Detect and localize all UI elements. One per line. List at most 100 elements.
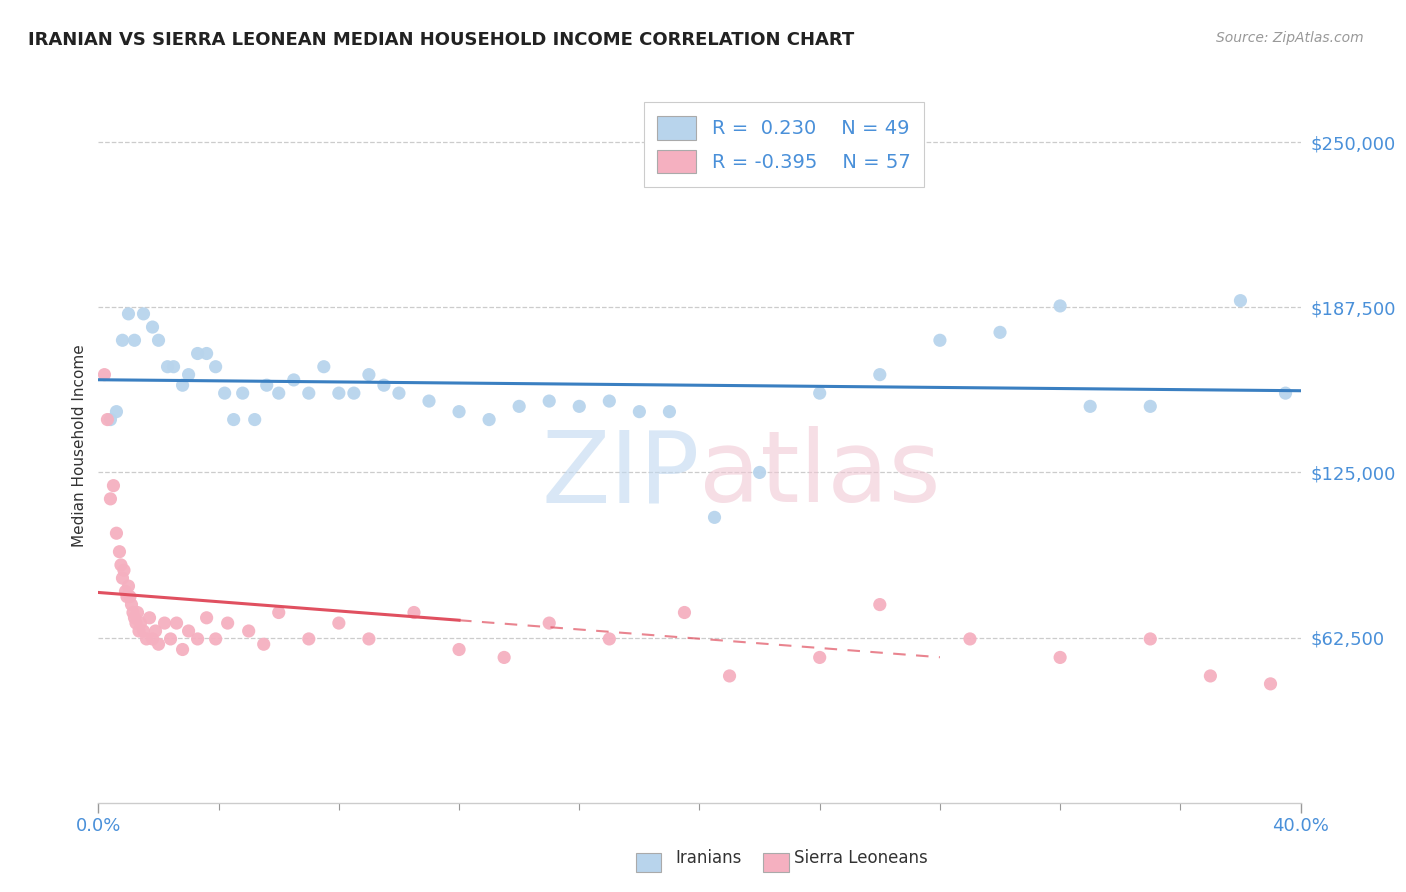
Y-axis label: Median Household Income: Median Household Income bbox=[72, 344, 87, 548]
Point bbox=[959, 632, 981, 646]
Point bbox=[115, 590, 138, 604]
Point bbox=[243, 412, 266, 426]
Point bbox=[402, 606, 425, 620]
Point bbox=[127, 606, 149, 620]
Point bbox=[312, 359, 335, 374]
Point bbox=[132, 624, 155, 638]
Point bbox=[267, 386, 290, 401]
Text: atlas: atlas bbox=[699, 426, 941, 523]
Point bbox=[598, 394, 620, 409]
Point bbox=[108, 545, 131, 559]
Text: IRANIAN VS SIERRA LEONEAN MEDIAN HOUSEHOLD INCOME CORRELATION CHART: IRANIAN VS SIERRA LEONEAN MEDIAN HOUSEHO… bbox=[28, 31, 855, 49]
Point bbox=[357, 632, 380, 646]
Point bbox=[187, 632, 209, 646]
Point bbox=[121, 598, 143, 612]
Point bbox=[1049, 299, 1071, 313]
Point bbox=[808, 386, 831, 401]
Point bbox=[129, 616, 152, 631]
Text: Sierra Leoneans: Sierra Leoneans bbox=[794, 849, 928, 867]
Legend: R =  0.230    N = 49, R = -0.395    N = 57: R = 0.230 N = 49, R = -0.395 N = 57 bbox=[644, 103, 924, 187]
Point bbox=[628, 404, 651, 418]
Point bbox=[93, 368, 115, 382]
Point bbox=[478, 412, 501, 426]
Point bbox=[132, 307, 155, 321]
Point bbox=[148, 637, 170, 651]
Point bbox=[112, 563, 135, 577]
Point bbox=[988, 326, 1011, 340]
Text: Iranians: Iranians bbox=[675, 849, 741, 867]
Point bbox=[124, 611, 146, 625]
Point bbox=[105, 404, 128, 418]
Point bbox=[166, 616, 188, 631]
Point bbox=[328, 386, 350, 401]
Point bbox=[141, 320, 163, 334]
Point bbox=[195, 611, 218, 625]
Point bbox=[869, 598, 891, 612]
Point bbox=[100, 491, 122, 506]
Point bbox=[159, 632, 181, 646]
Text: ZIP: ZIP bbox=[541, 426, 699, 523]
Point bbox=[172, 642, 194, 657]
Point bbox=[418, 394, 440, 409]
Point bbox=[1199, 669, 1222, 683]
Point bbox=[232, 386, 254, 401]
Point bbox=[1139, 400, 1161, 414]
Point bbox=[156, 359, 179, 374]
Point bbox=[111, 333, 134, 347]
Point bbox=[373, 378, 395, 392]
Text: Source: ZipAtlas.com: Source: ZipAtlas.com bbox=[1216, 31, 1364, 45]
Point bbox=[1139, 632, 1161, 646]
Point bbox=[388, 386, 411, 401]
Point bbox=[568, 400, 591, 414]
Point bbox=[869, 368, 891, 382]
Point bbox=[162, 359, 184, 374]
Point bbox=[135, 632, 157, 646]
Point bbox=[148, 333, 170, 347]
Point bbox=[118, 590, 141, 604]
Point bbox=[204, 632, 226, 646]
Point bbox=[117, 307, 139, 321]
Point bbox=[103, 478, 125, 492]
Point bbox=[141, 632, 163, 646]
Point bbox=[253, 637, 276, 651]
Point bbox=[125, 616, 148, 631]
Point bbox=[929, 333, 952, 347]
Point bbox=[111, 571, 134, 585]
Point bbox=[494, 650, 516, 665]
Point bbox=[748, 466, 770, 480]
Point bbox=[222, 412, 245, 426]
Point bbox=[153, 616, 176, 631]
Point bbox=[1049, 650, 1071, 665]
Point bbox=[217, 616, 239, 631]
Point bbox=[1274, 386, 1296, 401]
Point bbox=[343, 386, 366, 401]
Point bbox=[114, 584, 136, 599]
Point bbox=[267, 606, 290, 620]
Point bbox=[124, 333, 146, 347]
Point bbox=[117, 579, 139, 593]
Point bbox=[538, 394, 561, 409]
Point bbox=[214, 386, 236, 401]
Point bbox=[238, 624, 260, 638]
Point bbox=[1229, 293, 1251, 308]
Point bbox=[1078, 400, 1101, 414]
Point bbox=[177, 624, 200, 638]
Point bbox=[122, 606, 145, 620]
Point bbox=[138, 611, 160, 625]
Point bbox=[328, 616, 350, 631]
Point bbox=[100, 412, 122, 426]
Point bbox=[703, 510, 725, 524]
Point bbox=[283, 373, 305, 387]
Point bbox=[145, 624, 167, 638]
Point bbox=[1260, 677, 1282, 691]
Point bbox=[447, 404, 470, 418]
Point bbox=[105, 526, 128, 541]
Point bbox=[128, 624, 150, 638]
Point bbox=[204, 359, 226, 374]
Point bbox=[298, 386, 321, 401]
Point bbox=[298, 632, 321, 646]
Point bbox=[447, 642, 470, 657]
Point bbox=[96, 412, 118, 426]
Point bbox=[110, 558, 132, 572]
Point bbox=[187, 346, 209, 360]
